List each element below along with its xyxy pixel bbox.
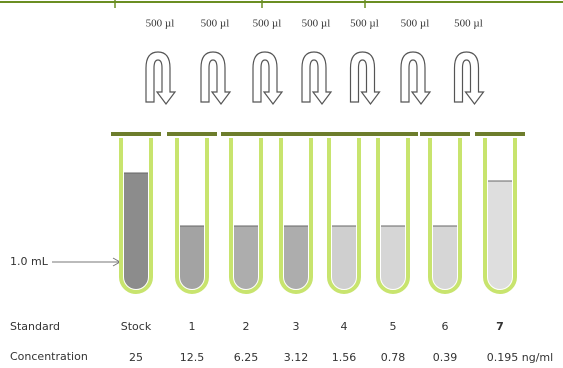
- standard-label: 3: [293, 320, 300, 333]
- concentration-label: 0.195 ng/ml: [487, 351, 553, 364]
- standard-row-label: Standard: [10, 320, 60, 333]
- standard-label: 7: [496, 320, 504, 333]
- transfer-label: 500 µl: [201, 18, 230, 30]
- liquid: [433, 226, 457, 289]
- liquid: [234, 226, 258, 289]
- transfer-label: 500 µl: [350, 18, 379, 30]
- table-edge: [0, 0, 563, 8]
- dilution-diagram: 1.0 mL Standard Concentration Stock25112…: [0, 0, 563, 368]
- standard-label: 4: [341, 320, 348, 333]
- liquid: [180, 226, 204, 289]
- transfer-label: 500 µl: [253, 18, 282, 30]
- standard-label: 2: [243, 320, 250, 333]
- concentration-label: 6.25: [234, 351, 259, 364]
- volume-arrow: [52, 258, 120, 266]
- standard-label: 5: [390, 320, 397, 333]
- concentration-label: 1.56: [332, 351, 357, 364]
- concentration-label: 25: [129, 351, 143, 364]
- transfer-label: 500 µl: [302, 18, 331, 30]
- liquid: [284, 226, 308, 289]
- concentration-label: 0.39: [433, 351, 458, 364]
- concentration-label: 0.78: [381, 351, 406, 364]
- transfer-arrow: [401, 52, 430, 104]
- transfer-label: 500 µl: [454, 18, 483, 30]
- concentration-label: 3.12: [284, 351, 309, 364]
- concentration-row-label: Concentration: [10, 350, 88, 363]
- liquid: [332, 226, 356, 289]
- transfer-arrow: [253, 52, 282, 104]
- standard-label: 6: [442, 320, 449, 333]
- transfer-label: 500 µl: [146, 18, 175, 30]
- transfer-arrow: [351, 52, 380, 104]
- liquid: [488, 181, 512, 289]
- transfer-arrow: [455, 52, 484, 104]
- transfer-arrow: [201, 52, 230, 104]
- concentration-label: 12.5: [180, 351, 205, 364]
- standard-label: 1: [189, 320, 196, 333]
- volume-label: 1.0 mL: [10, 255, 49, 268]
- transfer-label: 500 µl: [401, 18, 430, 30]
- liquid: [381, 226, 405, 289]
- transfer-arrow: [146, 52, 175, 104]
- transfer-arrow: [302, 52, 331, 104]
- liquid: [124, 173, 148, 289]
- standard-label: Stock: [121, 320, 152, 333]
